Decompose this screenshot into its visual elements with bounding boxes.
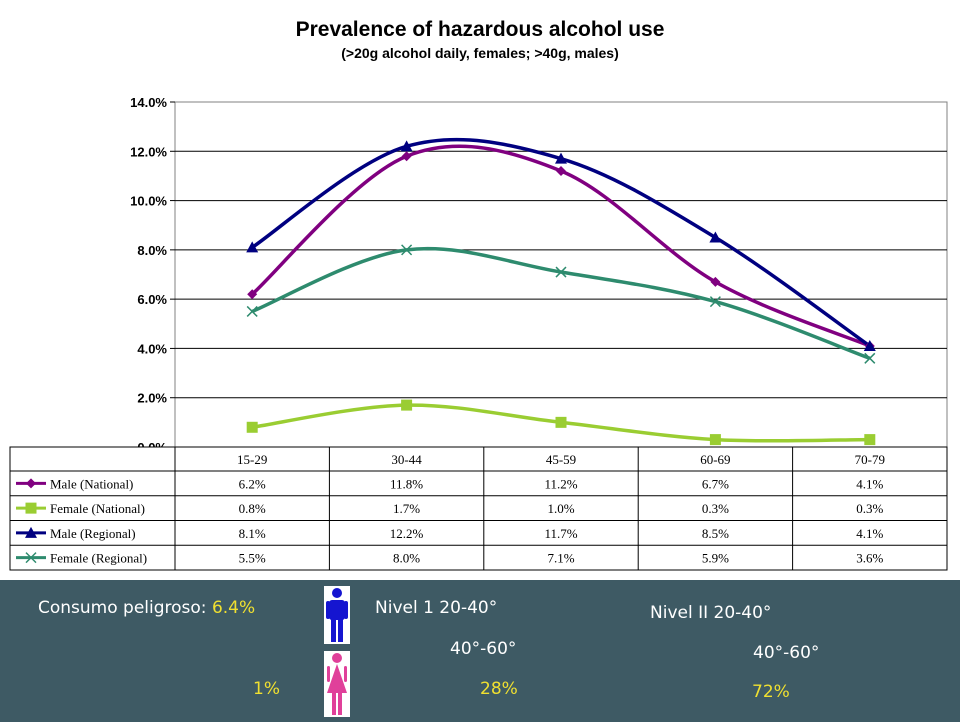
data-point xyxy=(709,434,721,446)
nivel2-title: Nivel II 20-40° xyxy=(650,603,772,623)
data-point xyxy=(246,421,258,433)
series-markers xyxy=(246,140,876,446)
x-tick-label: 30-44 xyxy=(391,452,422,467)
y-tick-label: 8.0% xyxy=(137,243,167,258)
table-cell-value: 12.2% xyxy=(390,526,424,541)
nivel2-range: 40°-60° xyxy=(753,643,820,663)
x-tick-label: 60-69 xyxy=(700,452,730,467)
table-cell-value: 0.3% xyxy=(702,501,729,516)
y-tick-label: 10.0% xyxy=(130,194,167,209)
nivel1-title: Nivel 1 20-40° xyxy=(375,598,498,618)
table-cell-value: 5.5% xyxy=(239,551,266,566)
table-cell-value: 11.8% xyxy=(390,476,423,491)
data-table-grid xyxy=(10,447,948,570)
data-point xyxy=(863,339,876,351)
table-cell-value: 4.1% xyxy=(856,526,883,541)
legend: Male (National) Female (National) Male (Re… xyxy=(16,476,147,566)
legend-label: Male (Regional) xyxy=(50,526,136,541)
y-tick-label: 4.0% xyxy=(137,341,167,356)
x-tick-label: 45-59 xyxy=(546,452,576,467)
male-person-icon xyxy=(324,586,350,649)
nivel1-range: 40°-60° xyxy=(450,639,517,659)
data-point xyxy=(401,399,413,411)
table-cell-value: 11.7% xyxy=(544,526,577,541)
data-point xyxy=(247,289,258,300)
table-cell-value: 6.7% xyxy=(702,476,729,491)
chart-title: Prevalence of hazardous alcohol use xyxy=(296,18,665,41)
table-cell-value: 1.0% xyxy=(547,501,574,516)
table-cell-value: 8.1% xyxy=(239,526,266,541)
table-cell-value: 8.0% xyxy=(393,551,420,566)
legend-marker xyxy=(25,526,37,538)
chart-panel: Prevalence of hazardous alcohol use (>20… xyxy=(0,0,960,580)
data-point xyxy=(709,231,722,243)
table-cell-value: 4.1% xyxy=(856,476,883,491)
y-tick-label: 12.0% xyxy=(130,144,167,159)
x-tick-label: 70-79 xyxy=(855,452,885,467)
legend-label: Female (Regional) xyxy=(50,551,147,566)
legend-label: Male (National) xyxy=(50,476,133,491)
line-chart: Prevalence of hazardous alcohol use (>20… xyxy=(9,18,948,571)
data-point xyxy=(864,352,876,364)
nivel2-value: 72% xyxy=(752,682,790,702)
consumo-label: Consumo peligroso: xyxy=(38,598,207,618)
x-axis: 15-29 30-44 45-59 60-69 70-79 xyxy=(237,452,885,467)
data-point xyxy=(556,166,566,176)
y-tick-label: 14.0% xyxy=(130,95,167,110)
y-tick-label: 2.0% xyxy=(137,391,167,406)
consumo-value: 6.4% xyxy=(211,598,256,618)
data-point xyxy=(555,416,567,428)
legend-label: Female (National) xyxy=(50,501,145,516)
chart-subtitle: (>20g alcohol daily, females; >40g, male… xyxy=(341,45,619,61)
x-tick-label: 15-29 xyxy=(237,452,267,467)
data-point xyxy=(864,434,876,446)
table-cell-value: 0.8% xyxy=(239,501,266,516)
legend-marker xyxy=(25,552,37,564)
y-axis: 0.0%2.0%4.0%6.0%8.0%10.0%12.0%14.0% xyxy=(130,95,175,455)
data-point xyxy=(246,241,259,253)
table-cell-value: 5.9% xyxy=(702,551,729,566)
consumo-line: Consumo peligroso: 6.4% xyxy=(38,598,255,618)
data-point xyxy=(246,305,258,317)
table-cell-value: 8.5% xyxy=(702,526,729,541)
table-cell-value: 0.3% xyxy=(856,501,883,516)
data-point xyxy=(400,140,413,152)
data-table xyxy=(9,446,948,571)
nivel1-value: 28% xyxy=(480,679,518,699)
data-point xyxy=(709,296,721,308)
data-table-values: 6.2% 11.8% 11.2% 6.7% 4.1% 0.8% 1.7% 1.0% 0.3% 0.… xyxy=(239,476,884,565)
table-cell-value: 1.7% xyxy=(393,501,420,516)
gridlines xyxy=(175,150,947,399)
legend-marker xyxy=(26,478,36,489)
table-cell-value: 11.2% xyxy=(544,476,577,491)
data-point xyxy=(401,151,412,162)
data-point xyxy=(710,276,721,287)
data-point xyxy=(555,266,567,278)
table-cell-value: 6.2% xyxy=(239,476,266,491)
legend-marker xyxy=(25,502,37,514)
y-tick-label: 6.0% xyxy=(137,292,167,307)
table-cell-value: 3.6% xyxy=(856,551,883,566)
data-point xyxy=(401,244,413,256)
table-cell-value: 7.1% xyxy=(547,551,574,566)
female-value: 1% xyxy=(253,679,280,699)
data-point xyxy=(555,152,567,164)
female-person-icon xyxy=(324,651,350,722)
